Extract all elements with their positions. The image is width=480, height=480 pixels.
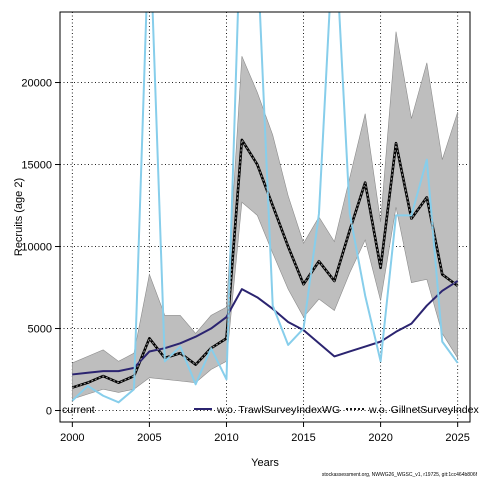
y-axis-title: Recruits (age 2) <box>13 178 25 256</box>
confidence-band-current <box>72 31 458 400</box>
y-tick-label-15000: 15000 <box>21 160 52 172</box>
series-line-gillnet-dashed <box>72 138 458 389</box>
series-line-trawl <box>72 280 459 376</box>
x-tick-label-2000: 2000 <box>60 432 84 444</box>
legend-label-gillnet: w.o. GillnetSurveyIndex <box>368 404 479 416</box>
legend-label-trawl: w.o. TrawlSurveyIndexWG <box>216 404 340 416</box>
x-tick-label-2025: 2025 <box>445 432 469 444</box>
legend: current w.o. TrawlSurveyIndexWG w.o. Gil… <box>62 404 479 416</box>
series-line-gillnet-solid <box>71 12 459 404</box>
data-area <box>71 12 459 404</box>
x-axis-title: Years <box>251 457 279 469</box>
x-tick-label-2020: 2020 <box>368 432 392 444</box>
y-tick-label-20000: 20000 <box>21 78 52 90</box>
footer-note: stockassessment.org, NWWG26_WGSC_v1, r19… <box>322 472 478 478</box>
x-tick-label-2005: 2005 <box>137 432 161 444</box>
y-tick-label-0: 0 <box>46 406 52 418</box>
x-tick-label-2015: 2015 <box>291 432 315 444</box>
y-tick-label-10000: 10000 <box>21 242 52 254</box>
axes: 2000 2005 2010 2015 2020 2025 0 5000 10000 15000 2… <box>21 78 470 444</box>
y-tick-label-5000: 5000 <box>28 324 52 336</box>
legend-label-current: current <box>62 404 95 416</box>
plot-frame <box>59 11 471 423</box>
x-tick-label-2010: 2010 <box>214 432 238 444</box>
